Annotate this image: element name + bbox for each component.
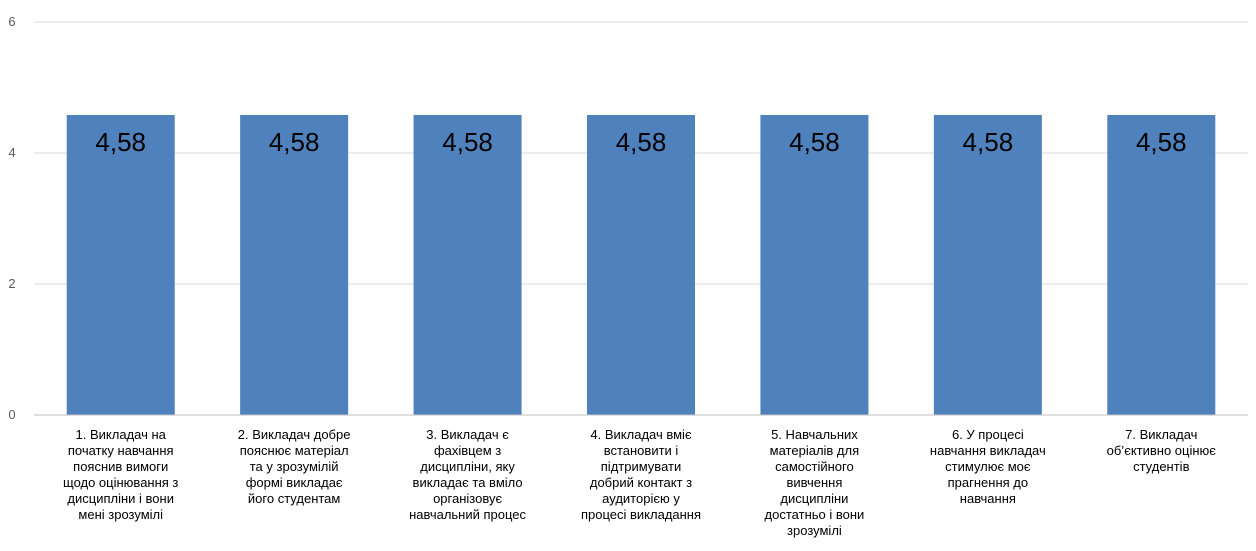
y-tick-label: 4 [8,145,15,160]
y-tick-label: 6 [8,14,15,29]
x-tick-label-line: формі викладає [246,475,343,490]
x-tick-label-line: самостійного [775,459,854,474]
x-tick-label-line: встановити і [604,443,679,458]
x-tick-label-line: 3. Викладач є [426,427,509,442]
x-tick-label-line: підтримувати [601,459,681,474]
x-tick-label: 4. Викладач вміє встановити і підтримувати… [581,427,701,522]
x-tick-label-line: фахівцем з [434,443,501,458]
bar [240,115,349,415]
x-tick-label-line: 6. У процесі [952,427,1024,442]
x-tick-label-line: дисципліни і вони [67,491,174,506]
x-tick-label: 7. Викладач об’єктивно оцінює студентів [1107,427,1217,474]
x-tick-label-line: студентів [1133,459,1190,474]
x-tick-label-line: початку навчання [68,443,174,458]
x-tick-label-line: щодо оцінювання з [63,475,178,490]
x-tick-label-line: стимулює моє [945,459,1031,474]
x-tick-label: 6. У процесі навчання викладач стимулює мо… [930,427,1046,506]
x-tick-label-line: викладає та вміло [413,475,523,490]
bar [1107,115,1216,415]
bars [66,115,1216,415]
data-label: 4,58 [616,127,667,157]
x-tick-label-line: вивчення [786,475,842,490]
x-tick-label-line: 1. Викладач на [76,427,167,442]
x-tick-label-line: дисципліни [780,491,848,506]
x-tick-label-line: прагнення до [948,475,1028,490]
x-tick-label-line: добрий контакт з [590,475,692,490]
y-tick-label: 0 [8,407,15,422]
x-tick-label-line: навчальний процес [409,507,526,522]
data-label: 4,58 [95,127,146,157]
x-tick-label: 3. Викладач є фахівцем з дисципліни, яку ви… [409,427,526,522]
x-tick-label: 2. Викладач добре пояснює матеріал та у зр… [238,427,351,506]
x-tick-label-line: достатньо і вони [765,507,865,522]
x-tick-label-line: та у зрозумілій [250,459,339,474]
x-tick-label-line: його студентам [248,491,340,506]
x-tick-label-line: 2. Викладач добре [238,427,351,442]
data-label: 4,58 [963,127,1014,157]
x-tick-label-line: пояснив вимоги [73,459,168,474]
x-tick-label-line: пояснює матеріал [240,443,349,458]
data-label: 4,58 [789,127,840,157]
x-tick-label-line: матеріалів для [770,443,859,458]
x-tick-label-line: зрозумілі [787,523,842,538]
data-label: 4,58 [269,127,320,157]
x-tick-label-line: навчання [960,491,1016,506]
x-tick-label-line: навчання викладач [930,443,1046,458]
bar [66,115,175,415]
data-label: 4,58 [1136,127,1187,157]
bar [933,115,1042,415]
x-tick-label-line: 7. Викладач [1125,427,1197,442]
x-tick-label-line: 5. Навчальних [771,427,858,442]
bar [413,115,522,415]
y-tick-label: 2 [8,276,15,291]
x-tick-label: 5. Навчальних матеріалів для самостійного в… [765,427,865,538]
x-tick-label-line: 4. Викладач вміє [590,427,692,442]
x-tick-label-line: об’єктивно оцінює [1107,443,1217,458]
x-axis: 1. Викладач на початку навчання пояснив ви… [34,414,1248,538]
x-tick-label-line: дисципліни, яку [420,459,515,474]
y-axis: 0 2 4 6 [8,14,15,422]
data-labels: 4,58 4,58 4,58 4,58 4,58 4,58 4,58 [95,127,1186,157]
x-tick-label-line: процесі викладання [581,507,701,522]
data-label: 4,58 [442,127,493,157]
x-tick-label-line: аудиторією у [602,491,680,506]
bar [760,115,869,415]
x-tick-label-line: мені зрозумілі [78,507,163,522]
bar [587,115,695,415]
x-tick-label-line: організовує [433,491,502,506]
x-tick-label: 1. Викладач на початку навчання пояснив ви… [63,427,178,522]
